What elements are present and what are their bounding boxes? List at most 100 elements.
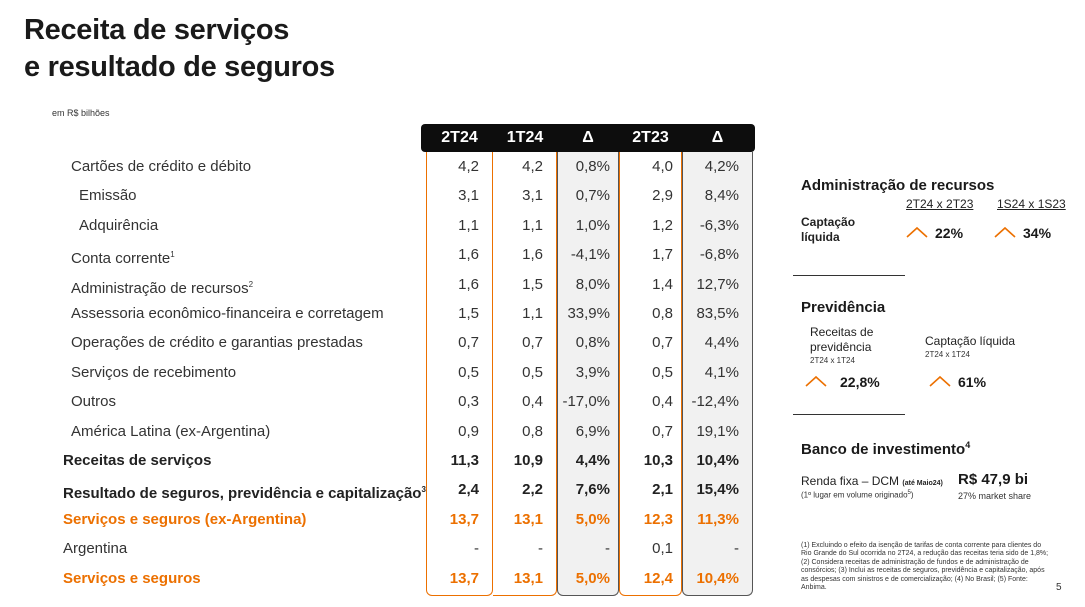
cell-col-3: 4,0 xyxy=(652,158,673,175)
previdencia-item2-value: 61% xyxy=(958,374,987,390)
cell-col-4: -6,8% xyxy=(699,246,739,264)
cell-col-3: 0,4 xyxy=(652,393,673,411)
cell-col-3: 0,5 xyxy=(652,363,673,381)
cell-col-1: 3,1 xyxy=(522,187,543,205)
cell-col-3: 0,7 xyxy=(652,422,673,440)
admin-val1: 22% xyxy=(935,225,964,241)
previdencia-item1-sub: 2T24 x 1T24 xyxy=(810,356,855,365)
table-header: 2T24 1T24 Δ 2T23 Δ xyxy=(421,124,755,152)
table-row: Serviços e seguros 13,7 13,1 5,0% 12,4 10,4% xyxy=(0,564,760,593)
cell-col-0: 0,3 xyxy=(458,393,479,411)
row-label: Emissão xyxy=(79,187,137,205)
row-label: América Latina (ex-Argentina) xyxy=(71,422,271,440)
row-label: Adquirência xyxy=(79,216,159,234)
table-row: Adquirência 1,1 1,1 1,0% 1,2 -6,3% xyxy=(0,211,760,240)
cell-col-2: 5,0% xyxy=(575,569,610,587)
header-2t23: 2T23 xyxy=(632,129,669,146)
table-row: Receitas de serviços 11,3 10,9 4,4% 10,3 10,4… xyxy=(0,446,760,475)
cell-col-2: -17,0% xyxy=(562,393,610,411)
cell-col-0: 3,1 xyxy=(458,187,479,205)
column-frame-delta-2 xyxy=(682,152,753,596)
row-label: Cartões de crédito e débito xyxy=(71,158,252,175)
cell-col-3: 10,3 xyxy=(643,452,673,469)
arrow-up-icon xyxy=(906,226,928,238)
table-row: Assessoria econômico-financeira e corret… xyxy=(0,299,760,328)
cell-col-4: 19,1% xyxy=(696,422,739,440)
cell-col-0: 1,6 xyxy=(458,275,479,293)
admin-val2: 34% xyxy=(1023,225,1052,241)
cell-col-0: 0,5 xyxy=(458,363,479,381)
cell-col-1: 13,1 xyxy=(513,510,543,528)
divider xyxy=(793,275,905,276)
cell-col-2: 3,9% xyxy=(575,363,610,381)
cell-col-1: 1,1 xyxy=(522,216,543,234)
table-row: Argentina - - - 0,1 - xyxy=(0,534,760,563)
cell-col-0: 4,2 xyxy=(458,158,479,175)
cell-col-4: 12,7% xyxy=(696,275,739,293)
cell-col-0: 1,1 xyxy=(458,216,479,234)
table-row: Conta corrente1 1,6 1,6 -4,1% 1,7 -6,8% xyxy=(0,240,760,269)
cell-col-2: 1,0% xyxy=(575,216,610,234)
page-number: 5 xyxy=(1056,582,1062,593)
row-label: Resultado de seguros, previdência e capi… xyxy=(63,485,426,503)
cell-col-1: 2,2 xyxy=(522,481,543,499)
previdencia-item2-label: Captação líquida xyxy=(925,334,1016,348)
cell-col-4: 83,5% xyxy=(696,305,739,322)
cell-col-2: 4,4% xyxy=(575,452,610,469)
cell-col-3: 1,7 xyxy=(652,246,673,264)
cell-col-1: 0,4 xyxy=(522,393,543,411)
row-label: Operações de crédito e garantias prestad… xyxy=(71,334,363,352)
cell-col-4: 4,1% xyxy=(704,363,739,381)
row-label: Serviços de recebimento xyxy=(71,363,237,381)
row-label: Serviços e seguros xyxy=(63,569,201,587)
row-label: Outros xyxy=(71,393,117,411)
cell-col-1: 0,7 xyxy=(522,334,543,352)
cell-col-1: 4,2 xyxy=(522,158,543,175)
column-frame-delta-1 xyxy=(557,152,619,596)
row-label: Administração de recursos2 xyxy=(71,279,254,297)
cell-col-2: 0,7% xyxy=(575,187,610,205)
cell-col-2: - xyxy=(605,540,610,558)
cell-col-3: 12,4 xyxy=(643,569,673,587)
column-frame-2t24 xyxy=(426,152,493,596)
row-label: Conta corrente1 xyxy=(71,250,175,268)
cell-col-1: 0,5 xyxy=(522,363,543,381)
cell-col-4: 10,4% xyxy=(696,452,739,469)
cell-col-0: 13,7 xyxy=(449,510,479,528)
cell-col-2: 6,9% xyxy=(575,422,610,440)
footnote: (1) Excluindo o efeito da isenção de tar… xyxy=(801,542,1049,592)
title-line-2: e resultado de seguros xyxy=(24,51,335,83)
table-row: América Latina (ex-Argentina) 0,9 0,8 6,9% 0… xyxy=(0,417,760,446)
cell-col-2: 8,0% xyxy=(575,275,610,293)
cell-col-3: 1,2 xyxy=(652,216,673,234)
cell-col-3: 2,1 xyxy=(652,481,673,499)
cell-col-0: 11,3 xyxy=(450,452,479,469)
cell-col-2: -4,1% xyxy=(570,246,610,264)
cell-col-4: 8,4% xyxy=(704,187,739,205)
cell-col-0: 1,6 xyxy=(458,246,479,264)
row-label: Assessoria econômico-financeira e corret… xyxy=(71,305,384,322)
banco-sub: (1º lugar em volume originado5) xyxy=(801,490,914,500)
header-delta-2: Δ xyxy=(711,129,724,146)
cell-col-3: 0,7 xyxy=(652,334,673,352)
header-2t24: 2T24 xyxy=(441,129,478,146)
cell-col-3: 0,1 xyxy=(652,540,673,558)
cell-col-4: 11,3% xyxy=(697,510,739,528)
banco-value: R$ 47,9 bi xyxy=(958,471,1029,488)
banco-heading: Banco de investimento4 xyxy=(801,440,971,458)
cell-col-4: 15,4% xyxy=(696,481,739,499)
cell-col-0: 13,7 xyxy=(449,569,479,587)
divider xyxy=(793,414,905,415)
arrow-up-icon xyxy=(994,226,1016,238)
cell-col-4: - xyxy=(734,540,739,558)
cell-col-1: 1,1 xyxy=(522,305,543,322)
unit-label: em R$ bilhões xyxy=(52,108,110,118)
admin-col2-label: 1S24 x 1S23 xyxy=(997,197,1066,211)
cell-col-1: 1,5 xyxy=(522,275,543,293)
cell-col-4: -6,3% xyxy=(699,216,739,234)
title-line-1: Receita de serviços xyxy=(24,14,290,46)
cell-col-2: 0,8% xyxy=(575,334,610,352)
cell-col-1: 1,6 xyxy=(522,246,543,264)
page-title: Receita de serviços e resultado de segur… xyxy=(24,12,335,86)
header-delta-1: Δ xyxy=(582,129,594,146)
